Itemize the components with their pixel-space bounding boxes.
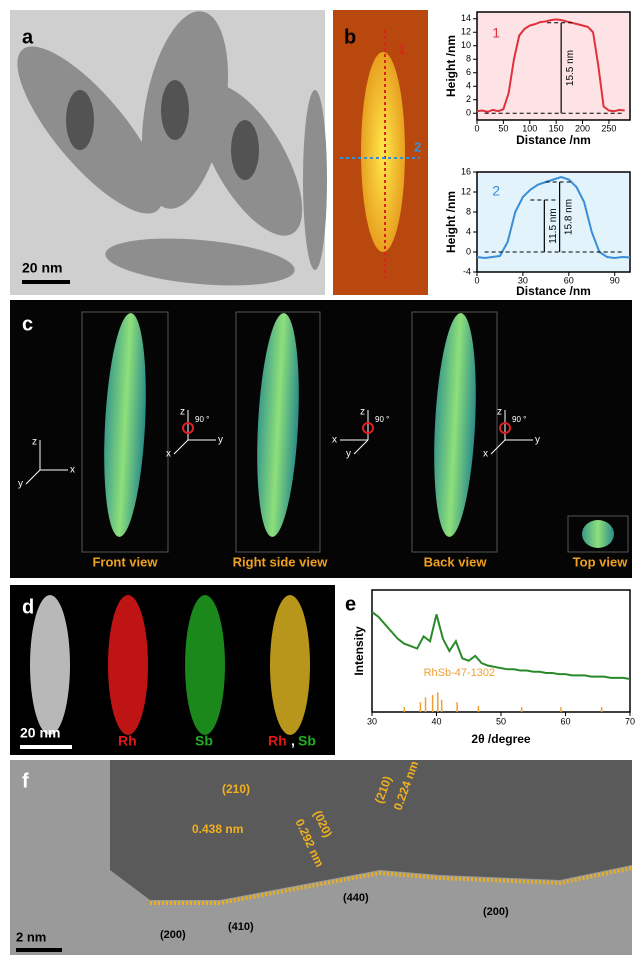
panel-label: b — [344, 26, 356, 48]
map-label: , — [291, 733, 295, 749]
rotation-label: 90 ° — [375, 415, 389, 424]
x-tick-label: 100 — [522, 123, 537, 133]
axis-letter: y — [535, 435, 540, 446]
x-tick-label: 70 — [625, 716, 635, 726]
nanorod — [303, 90, 327, 270]
plot-area — [372, 590, 630, 712]
axis-letter: z — [32, 437, 37, 448]
scale-bar — [16, 948, 62, 952]
axis-letter: x — [166, 449, 171, 460]
y-tick-label: -4 — [463, 266, 471, 276]
scale-bar-label: 20 nm — [22, 260, 62, 276]
axis-letter: y — [346, 449, 351, 460]
plane-spacing: 0.438 nm — [192, 822, 243, 836]
x-axis-label: 2θ /degree — [471, 732, 531, 746]
line-marker: 2 — [414, 139, 421, 154]
x-tick-label: 60 — [560, 716, 570, 726]
scale-bar — [20, 745, 72, 749]
panel-label: e — [345, 593, 356, 615]
height-label: 15.8 nm — [563, 199, 574, 235]
x-tick-label: 250 — [601, 123, 616, 133]
x-tick-label: 150 — [549, 123, 564, 133]
x-tick-label: 0 — [474, 123, 479, 133]
figure: a20 nmb1205010015020025002468101214Dista… — [0, 0, 635, 957]
x-tick-label: 30 — [367, 716, 377, 726]
y-tick-label: 8 — [466, 206, 471, 216]
y-tick-label: 12 — [461, 27, 471, 37]
rotation-label: 90 ° — [195, 415, 209, 424]
y-tick-label: 14 — [461, 13, 471, 23]
height-label: 11.5 nm — [548, 208, 559, 243]
axis-letter: z — [497, 407, 502, 418]
dark-core — [231, 120, 259, 180]
axis-letter: x — [483, 449, 488, 460]
facet-label: (410) — [228, 921, 254, 933]
facet-label: (200) — [483, 906, 509, 918]
axis-letter: z — [180, 407, 185, 418]
profile-number: 2 — [492, 183, 500, 199]
panel-label: a — [22, 26, 34, 48]
axis-letter: x — [70, 465, 75, 476]
x-tick-label: 90 — [610, 275, 620, 285]
panel-label: f — [22, 770, 29, 792]
facet-label: (440) — [343, 892, 369, 904]
y-tick-label: 8 — [466, 54, 471, 64]
element-map — [30, 595, 70, 735]
scale-bar — [22, 280, 70, 284]
facet-label: (200) — [160, 929, 186, 941]
element-map — [270, 595, 310, 735]
profile-number: 1 — [492, 24, 500, 40]
view-label: Front view — [92, 554, 158, 569]
dark-core — [161, 80, 189, 140]
x-tick-label: 50 — [496, 716, 506, 726]
x-tick-label: 50 — [498, 123, 508, 133]
element-map — [185, 595, 225, 735]
dark-core — [66, 90, 94, 150]
view-label: Top view — [573, 554, 629, 569]
axis-letter: x — [332, 435, 337, 446]
reference-label: RhSb-47-1302 — [424, 667, 496, 679]
x-tick-label: 40 — [431, 716, 441, 726]
reconstruction — [582, 520, 614, 548]
axis-letter: y — [18, 479, 23, 490]
y-tick-label: 4 — [466, 226, 471, 236]
afm-rod — [361, 52, 405, 252]
panel-label: c — [22, 313, 33, 335]
scale-bar-label: 20 nm — [20, 725, 60, 741]
panel-label: d — [22, 596, 34, 618]
x-axis-label: Distance /nm — [516, 284, 591, 298]
y-tick-label: 10 — [461, 40, 471, 50]
y-tick-label: 0 — [466, 108, 471, 118]
x-tick-label: 200 — [575, 123, 590, 133]
axis-letter: z — [360, 407, 365, 418]
height-label: 15.5 nm — [565, 50, 576, 86]
y-tick-label: 12 — [461, 186, 471, 196]
y-tick-label: 0 — [466, 246, 471, 256]
view-label: Back view — [424, 554, 488, 569]
y-tick-label: 16 — [461, 166, 471, 176]
element-map — [108, 595, 148, 735]
y-axis-label: Height /nm — [444, 35, 458, 97]
map-label: Sb — [195, 733, 213, 749]
y-tick-label: 6 — [466, 67, 471, 77]
line-marker: 1 — [398, 41, 405, 56]
axis-letter: y — [218, 435, 223, 446]
y-tick-label: 4 — [466, 81, 471, 91]
y-tick-label: 2 — [466, 94, 471, 104]
map-label: Rh — [118, 733, 137, 749]
scale-bar-label: 2 nm — [16, 929, 46, 944]
map-label: Sb — [298, 733, 316, 749]
view-label: Right side view — [233, 554, 329, 569]
x-axis-label: Distance /nm — [516, 133, 591, 147]
rotation-label: 90 ° — [512, 415, 526, 424]
y-axis-label: Height /nm — [444, 191, 458, 253]
plane-index: (210) — [222, 782, 250, 796]
map-label: Rh — [268, 733, 287, 749]
y-axis-label: Intensity — [352, 626, 366, 676]
x-tick-label: 0 — [474, 275, 479, 285]
